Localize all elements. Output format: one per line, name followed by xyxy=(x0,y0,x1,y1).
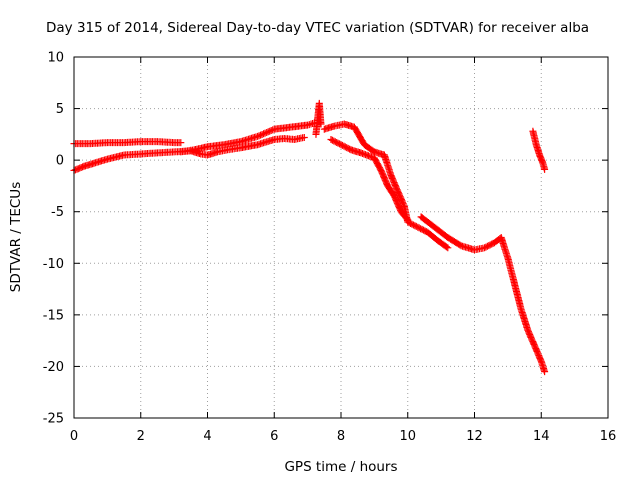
y-tick-label: 10 xyxy=(47,51,64,66)
x-tick-label: 6 xyxy=(270,429,278,444)
x-axis-label: GPS time / hours xyxy=(284,459,397,475)
chart: Day 315 of 2014, Sidereal Day-to-day VTE… xyxy=(0,0,640,480)
y-tick-label: -25 xyxy=(43,412,64,427)
x-tick-label: 16 xyxy=(600,429,617,444)
y-tick-label: -20 xyxy=(43,360,64,375)
y-tick-label: -5 xyxy=(51,205,64,220)
y-tick-label: -10 xyxy=(43,257,64,272)
x-tick-label: 0 xyxy=(70,429,78,444)
x-tick-label: 12 xyxy=(466,429,483,444)
x-tick-label: 10 xyxy=(399,429,416,444)
y-tick-label: 0 xyxy=(56,154,64,169)
chart-title: Day 315 of 2014, Sidereal Day-to-day VTE… xyxy=(46,20,589,36)
x-tick-label: 2 xyxy=(137,429,145,444)
y-tick-label: 5 xyxy=(56,102,64,117)
x-tick-label: 4 xyxy=(203,429,211,444)
y-tick-label: -15 xyxy=(43,308,64,323)
y-axis-label: SDTVAR / TECUs xyxy=(8,182,24,292)
x-tick-label: 14 xyxy=(533,429,550,444)
x-tick-label: 8 xyxy=(337,429,345,444)
chart-background xyxy=(0,0,640,480)
